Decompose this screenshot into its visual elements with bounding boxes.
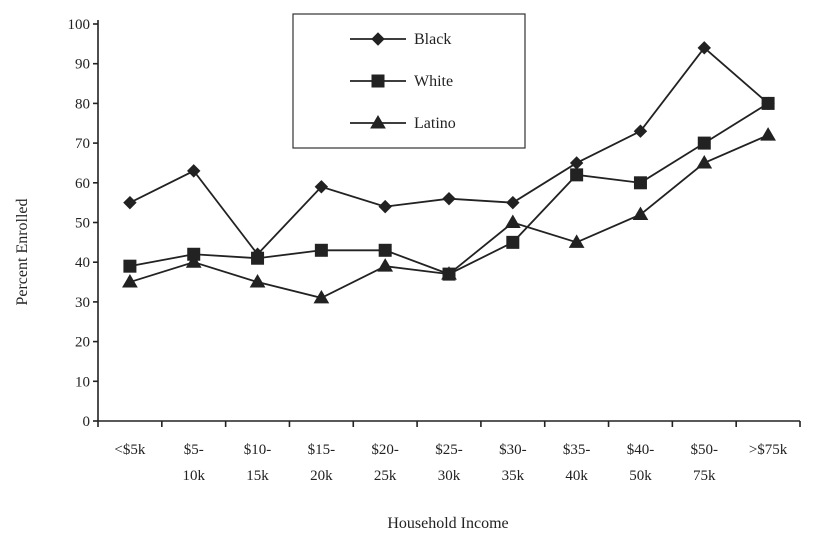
- legend-box: [292, 13, 526, 149]
- data-point-triangle: [568, 234, 585, 248]
- legend-label: White: [414, 73, 453, 90]
- x-tick-label-line: 30k: [438, 468, 461, 484]
- series-group: [122, 41, 776, 304]
- legend-label: Latino: [414, 115, 456, 132]
- x-tick-label: $30- 35k: [499, 442, 527, 484]
- data-point-diamond: [371, 32, 385, 46]
- data-point-triangle: [249, 274, 266, 288]
- x-tick-label-line: $5-: [184, 442, 204, 458]
- x-tick-label: <$5k: [114, 442, 145, 458]
- x-tick-label-line: >$75k: [749, 442, 788, 458]
- y-tick-label: 70: [75, 136, 90, 152]
- data-point-square: [371, 74, 385, 88]
- x-tick-label-line: 25k: [374, 468, 397, 484]
- legend: Black White Latino: [292, 13, 526, 149]
- x-tick-label: $25- 30k: [435, 442, 463, 484]
- x-tick-label-line: 10k: [182, 468, 205, 484]
- data-point-square: [570, 168, 584, 182]
- x-tick-label: $10- 15k: [244, 442, 272, 484]
- x-tick-label-line: $35-: [563, 442, 591, 458]
- y-tick-label: 10: [75, 374, 90, 390]
- x-tick-label-line: $40-: [627, 442, 655, 458]
- x-tick-label: $15- 20k: [308, 442, 336, 484]
- x-tick-label-line: $50-: [691, 442, 719, 458]
- y-axis-title: Percent Enrolled: [14, 198, 31, 305]
- data-point-square: [506, 235, 520, 249]
- x-tick-label: $20- 25k: [371, 442, 399, 484]
- x-tick-label-line: <$5k: [114, 442, 145, 458]
- legend-item-white: White: [350, 73, 453, 90]
- data-point-triangle: [313, 289, 330, 304]
- data-point-diamond: [187, 164, 201, 178]
- data-point-diamond: [314, 180, 329, 194]
- legend-label: Black: [414, 31, 451, 48]
- data-point-square: [378, 243, 392, 257]
- y-tick-label: 60: [75, 176, 90, 192]
- data-point-square: [697, 136, 711, 150]
- x-tick-label-line: $10-: [244, 442, 272, 458]
- x-tick-label-line: $25-: [435, 442, 463, 458]
- y-tick-label: 50: [75, 216, 90, 232]
- data-point-triangle: [441, 266, 457, 280]
- data-point-square: [314, 243, 328, 257]
- data-point-diamond: [123, 195, 137, 210]
- x-tick-label-line: 75k: [693, 468, 716, 484]
- x-tick-label-line: 20k: [310, 468, 333, 484]
- data-point-triangle: [696, 154, 713, 169]
- data-point-square: [761, 96, 775, 110]
- y-tick-label: 20: [75, 335, 90, 351]
- data-point-diamond: [442, 191, 456, 206]
- y-tick-label: 100: [68, 17, 91, 33]
- y-tick-label: 40: [75, 255, 90, 271]
- data-point-square: [251, 251, 265, 265]
- x-tick-label: $40- 50k: [627, 442, 655, 484]
- x-tick-label-line: $15-: [308, 442, 336, 458]
- y-axis-ticks: 0 10 20 30 40 50 60 70 80 90 100: [68, 17, 98, 430]
- y-tick-label: 30: [75, 295, 90, 311]
- data-point-triangle: [185, 254, 202, 268]
- x-tick-label: $50- 75k: [691, 442, 719, 484]
- data-point-triangle: [760, 127, 776, 141]
- x-tick-label-line: $20-: [371, 442, 399, 458]
- data-point-triangle: [632, 206, 649, 221]
- x-tick-label-line: $30-: [499, 442, 527, 458]
- data-point-triangle: [504, 214, 521, 228]
- y-tick-label: 80: [75, 96, 90, 112]
- x-tick-label-line: 15k: [246, 468, 269, 484]
- y-tick-label: 90: [75, 57, 90, 73]
- y-tick-label: 0: [83, 414, 91, 430]
- data-point-triangle: [370, 115, 386, 129]
- data-point-triangle: [122, 274, 138, 288]
- data-point-triangle: [377, 258, 394, 272]
- x-tick-label-line: 50k: [629, 468, 652, 484]
- data-point-diamond: [697, 41, 711, 55]
- x-axis-title: Household Income: [387, 515, 508, 532]
- data-point-diamond: [506, 195, 520, 210]
- data-point-diamond: [378, 199, 392, 214]
- data-point-diamond: [569, 156, 584, 170]
- legend-item-black: Black: [350, 31, 451, 48]
- x-tick-label: $35- 40k: [563, 442, 591, 484]
- legend-item-latino: Latino: [350, 115, 456, 132]
- data-point-square: [123, 259, 137, 273]
- data-point-diamond: [633, 124, 648, 138]
- data-point-square: [633, 176, 647, 190]
- x-tick-label-line: 40k: [565, 468, 588, 484]
- x-tick-label-line: 35k: [502, 468, 525, 484]
- x-tick-label: >$75k: [749, 442, 788, 458]
- x-axis-ticks: <$5k $5- 10k $10- 15k $15- 20k $20- 25k $25- 30k $3…: [97, 421, 801, 484]
- x-tick-label: $5- 10k: [182, 442, 205, 484]
- axes: 0 10 20 30 40 50 60 70 80 90 100 <$5k $5- 10k $10- 15k…: [68, 17, 801, 484]
- series-latino: [122, 127, 776, 304]
